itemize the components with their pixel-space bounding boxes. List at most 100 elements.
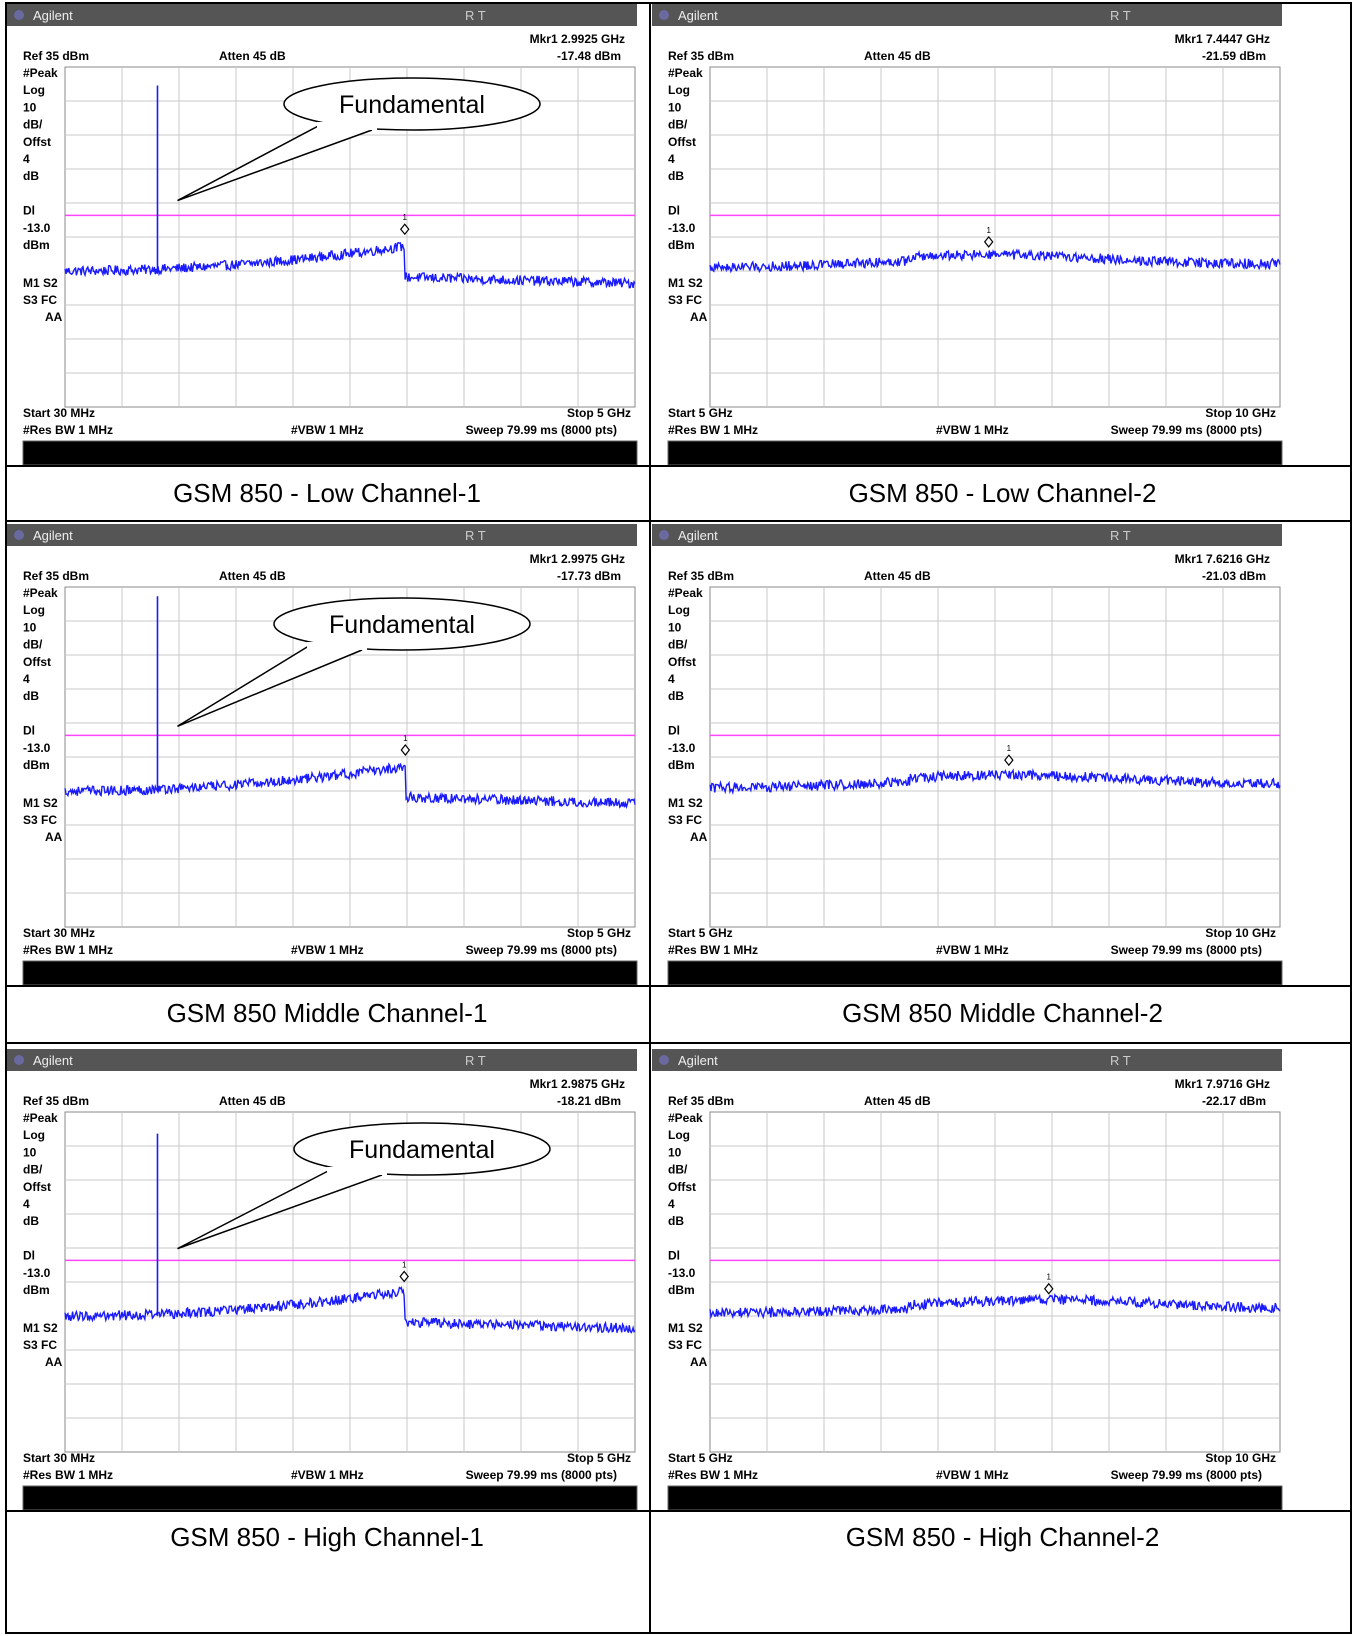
marker-number: 1: [1047, 1273, 1052, 1282]
status-label: M1 S2: [668, 796, 703, 810]
scale-label: -13.0: [668, 741, 696, 755]
scale-label: 10: [668, 1145, 682, 1159]
ref-level: Ref 35 dBm: [23, 49, 89, 63]
scale-label: #Peak: [668, 66, 703, 80]
figure-grid: Agilent R T Mkr1 2.9925 GHz Ref 35 dBm Atten…: [5, 2, 1352, 1634]
brand-label: Agilent: [678, 528, 718, 543]
status-label: M1 S2: [668, 276, 703, 290]
status-label: S3 FC: [668, 293, 702, 307]
fundamental-callout: Fundamental: [177, 597, 531, 727]
marker-number: 1: [403, 213, 408, 222]
fundamental-label: Fundamental: [339, 91, 485, 119]
status-label: AA: [690, 830, 708, 844]
scale-label: dB: [23, 169, 39, 183]
chart-caption: GSM 850 Middle Channel-2: [842, 998, 1163, 1028]
brand-label: Agilent: [33, 8, 73, 23]
marker-number: 1: [986, 226, 991, 235]
marker-number: 1: [1007, 744, 1012, 753]
ref-level: Ref 35 dBm: [668, 1094, 734, 1108]
marker-diamond: [399, 223, 410, 236]
status-label: AA: [45, 310, 63, 324]
chart-caption: GSM 850 - High Channel-2: [845, 1522, 1160, 1552]
status-bar: [667, 960, 1283, 985]
marker-frequency: Mkr1 2.9975 GHz: [530, 552, 625, 566]
marker-frequency: Mkr1 7.4447 GHz: [1175, 32, 1270, 46]
scale-label: dBm: [23, 758, 50, 772]
marker-level: -22.17 dBm: [1202, 1094, 1266, 1108]
scale-label: -13.0: [668, 221, 696, 235]
marker-level: -21.03 dBm: [1202, 569, 1266, 583]
attenuation: Atten 45 dB: [864, 49, 931, 63]
scale-label: 4: [668, 152, 675, 166]
scale-label: 4: [23, 672, 30, 686]
scale-label: Log: [23, 83, 45, 97]
row-divider: [5, 1510, 1352, 1512]
scale-label: #Peak: [23, 66, 58, 80]
status-label: S3 FC: [23, 813, 57, 827]
marker-diamond: [1043, 1282, 1054, 1295]
video-bandwidth: #VBW 1 MHz: [936, 943, 1009, 957]
marker-number: 1: [402, 1260, 407, 1269]
scale-label: dB: [668, 169, 684, 183]
row-divider: [5, 465, 1352, 467]
scale-label: 4: [23, 152, 30, 166]
instrument-header-bar: [7, 524, 637, 546]
scale-label: 10: [23, 100, 37, 114]
stop-frequency: Stop 10 GHz: [1205, 1451, 1276, 1465]
scale-label: 4: [668, 1197, 675, 1211]
scale-label: -13.0: [23, 1266, 51, 1280]
instrument-header-bar: [652, 524, 1282, 546]
scale-label: 4: [668, 672, 675, 686]
stop-frequency: Stop 5 GHz: [567, 406, 631, 420]
fundamental-label: Fundamental: [349, 1136, 495, 1164]
status-label: AA: [45, 1355, 63, 1369]
mode-indicators: R T: [1110, 528, 1131, 543]
status-label: S3 FC: [23, 1338, 57, 1352]
video-bandwidth: #VBW 1 MHz: [291, 1468, 364, 1482]
scale-label: dB/: [23, 638, 43, 652]
marker-diamond: [983, 235, 994, 248]
scale-label: dBm: [23, 1283, 50, 1297]
status-label: M1 S2: [23, 1321, 58, 1335]
status-label: S3 FC: [668, 1338, 702, 1352]
scale-label: dB: [668, 689, 684, 703]
video-bandwidth: #VBW 1 MHz: [291, 943, 364, 957]
mode-indicators: R T: [1110, 1053, 1131, 1068]
scale-label: Log: [23, 603, 45, 617]
scale-label: dBm: [23, 238, 50, 252]
scale-label: Offst: [23, 135, 51, 149]
scale-label: Dl: [23, 204, 35, 218]
ref-level: Ref 35 dBm: [668, 569, 734, 583]
scale-label: Dl: [23, 1249, 35, 1263]
marker-diamond: [1004, 754, 1014, 767]
instrument-header-bar: [7, 1049, 637, 1071]
scale-label: 10: [668, 100, 682, 114]
scale-label: -13.0: [23, 221, 51, 235]
scale-label: dB: [668, 1214, 684, 1228]
row-divider: [5, 1042, 1352, 1044]
spectrum-screenshot: Agilent R T Mkr1 7.4447 GHz Ref 35 dBm Atten…: [652, 4, 1292, 465]
res-bandwidth: #Res BW 1 MHz: [23, 943, 113, 957]
scale-label: 10: [23, 620, 37, 634]
sweep-time: Sweep 79.99 ms (8000 pts): [1111, 1468, 1262, 1482]
start-frequency: Start 5 GHz: [668, 1451, 733, 1465]
brand-label: Agilent: [678, 1053, 718, 1068]
trace-line: [64, 762, 636, 810]
spectrum-svg: Agilent R T Mkr1 7.6216 GHz Ref 35 dBm Atten…: [652, 524, 1283, 985]
start-frequency: Start 30 MHz: [23, 406, 95, 420]
agilent-logo-icon: [14, 1055, 24, 1065]
attenuation: Atten 45 dB: [219, 569, 286, 583]
status-bar: [22, 440, 638, 465]
status-bar: [22, 1485, 638, 1510]
attenuation: Atten 45 dB: [219, 49, 286, 63]
scale-label: 4: [23, 1197, 30, 1211]
start-frequency: Start 5 GHz: [668, 406, 733, 420]
agilent-logo-icon: [659, 1055, 669, 1065]
marker-level: -17.73 dBm: [557, 569, 621, 583]
marker-frequency: Mkr1 7.9716 GHz: [1175, 1077, 1270, 1091]
scale-label: Offst: [23, 655, 51, 669]
fundamental-callout: Fundamental: [177, 77, 541, 202]
table-border: [5, 2, 1352, 1634]
start-frequency: Start 5 GHz: [668, 926, 733, 940]
start-frequency: Start 30 MHz: [23, 926, 95, 940]
